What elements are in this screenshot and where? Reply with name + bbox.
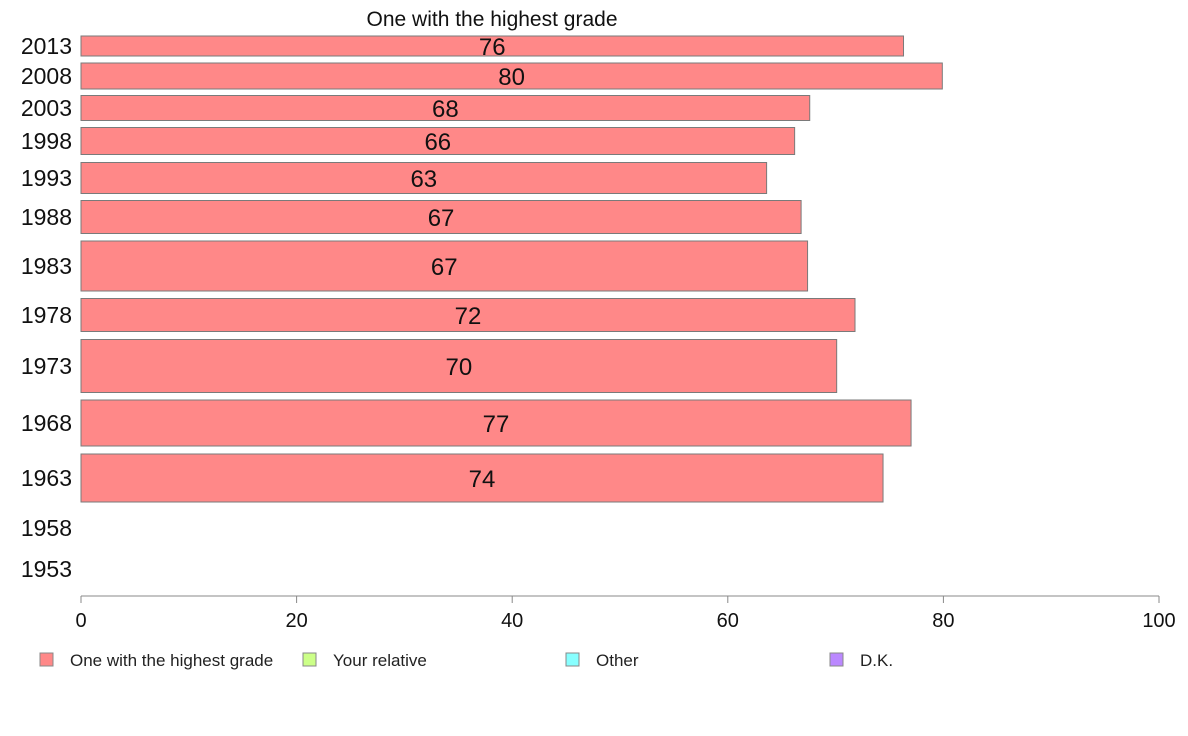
bar-value-label-2013: 76 [479, 34, 506, 61]
x-axis: 0 20 40 60 80 100 [75, 595, 1176, 632]
bar-value-label-1973: 70 [445, 354, 472, 381]
bar-value-label-2003: 68 [432, 96, 459, 123]
legend-label: Other [596, 651, 639, 670]
bar-value-label-1993: 63 [410, 166, 437, 193]
category-label-1978: 1978 [21, 302, 72, 328]
x-tick-label: 40 [501, 610, 523, 632]
x-tick-label: 0 [75, 610, 86, 632]
bar-value-label-1988: 67 [428, 205, 455, 232]
category-label-1998: 1998 [21, 128, 72, 154]
legend-swatch [302, 652, 317, 667]
bar-2013 [80, 35, 905, 57]
legend-label: One with the highest grade [70, 651, 273, 670]
bar-1968 [80, 399, 912, 447]
bar-value-label-1968: 77 [483, 411, 510, 438]
category-label-1973: 1973 [21, 353, 72, 379]
chart-title: One with the highest grade [367, 8, 618, 31]
legend: One with the highest grade Your relative O… [39, 651, 893, 670]
bar-1998 [80, 127, 796, 155]
legend-swatch [565, 652, 580, 667]
category-label-1983: 1983 [21, 253, 72, 279]
legend-swatch [829, 652, 844, 667]
category-label-1993: 1993 [21, 165, 72, 191]
bar-value-label-1983: 67 [431, 254, 458, 281]
bar-value-label-1963: 74 [469, 466, 496, 493]
category-label-2003: 2003 [21, 95, 72, 121]
x-tick-label: 80 [932, 610, 954, 632]
bar-2003 [80, 95, 811, 121]
bar-value-label-1978: 72 [455, 303, 482, 330]
bar-1963 [80, 453, 884, 503]
legend-label: D.K. [860, 651, 893, 670]
x-tick-label: 20 [285, 610, 307, 632]
bar-1993 [80, 162, 768, 194]
category-label-1988: 1988 [21, 204, 72, 230]
category-label-2008: 2008 [21, 63, 72, 89]
bar-1983 [80, 240, 809, 292]
category-label-1963: 1963 [21, 465, 72, 491]
bars-group: 76 80 68 66 63 67 67 72 70 77 74 [80, 34, 943, 503]
bar-value-label-2008: 80 [498, 64, 525, 91]
legend-label: Your relative [333, 651, 427, 670]
category-label-1968: 1968 [21, 410, 72, 436]
category-label-2013: 2013 [21, 33, 72, 59]
x-tick-label: 100 [1142, 610, 1175, 632]
x-tick-label: 60 [717, 610, 739, 632]
bar-1988 [80, 200, 802, 234]
bar-value-label-1998: 66 [424, 129, 451, 156]
bar-2008 [80, 62, 943, 90]
bar-1978 [80, 298, 856, 332]
category-labels: 2013 2008 2003 1998 1993 1988 1983 1978 1973 1968… [21, 33, 72, 582]
category-label-1953: 1953 [21, 556, 72, 582]
legend-swatch [39, 652, 54, 667]
category-label-1958: 1958 [21, 515, 72, 541]
bar-1973 [80, 339, 838, 393]
